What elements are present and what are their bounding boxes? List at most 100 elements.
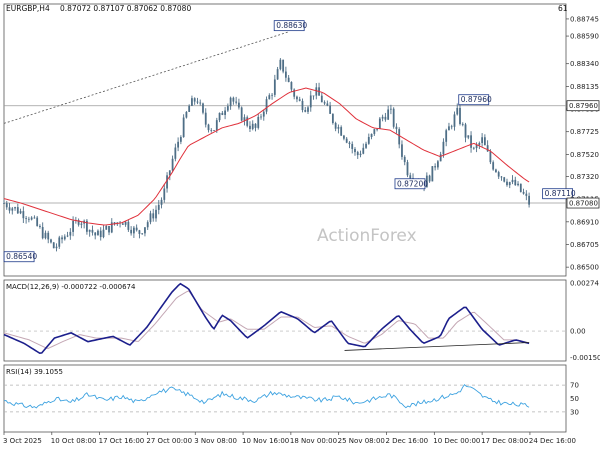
price-bar-body	[202, 103, 204, 113]
price-bar-body	[392, 108, 395, 127]
price-bar-body	[298, 99, 301, 101]
price-bar-body	[528, 195, 530, 205]
price-bar-body	[470, 135, 472, 148]
price-bar-body	[11, 208, 14, 211]
price-level-annotation: 0.88630	[273, 20, 307, 32]
price-ytick-label: 0.88745	[570, 15, 599, 23]
price-bar-body	[453, 114, 456, 127]
macd-ytick-label: -0.001505	[570, 354, 600, 362]
price-bar-body	[193, 98, 196, 102]
price-bar-body	[387, 109, 390, 120]
price-bar-body	[127, 221, 130, 230]
xtick-label: 10 Oct 08:00	[51, 437, 97, 445]
price-level-annotation: 0.86540	[3, 251, 37, 263]
price-bar-body	[97, 230, 99, 236]
price-bar-body	[406, 162, 409, 176]
price-bar-body	[27, 218, 30, 220]
price-bar-body	[44, 232, 47, 239]
price-axis-marker-box	[566, 100, 600, 112]
price-bar-body	[246, 117, 249, 126]
price-bar-body	[77, 220, 80, 225]
macd-signal-line	[3, 290, 530, 349]
price-bar-body	[456, 107, 459, 115]
price-bar-body	[331, 113, 334, 123]
price-bar-body	[55, 246, 58, 249]
price-bar-body	[58, 237, 61, 247]
price-bar-body	[163, 188, 166, 200]
price-bar-body	[381, 116, 384, 119]
price-bar-body	[475, 145, 478, 149]
price-bar-body	[309, 95, 312, 108]
price-bar-body	[351, 144, 354, 149]
price-ytick-label: 0.87520	[570, 151, 599, 159]
price-bar-body	[517, 183, 519, 186]
price-bar-body	[135, 227, 138, 231]
price-bar-body	[72, 220, 74, 232]
price-ytick-label: 0.86910	[570, 218, 599, 226]
price-bar-body	[16, 207, 19, 214]
xtick-label: 27 Oct 00:00	[146, 437, 192, 445]
price-bar-body	[243, 117, 246, 121]
price-bar-body	[329, 105, 332, 114]
xtick-label: 2 Dec 16:00	[385, 437, 428, 445]
price-bar-body	[102, 229, 105, 238]
axes-layer: 0.887450.885900.883400.881350.879300.877…	[3, 15, 600, 445]
price-bar-body	[141, 233, 144, 235]
price-bar-body	[450, 126, 453, 128]
price-axis-marker: 0.87080	[566, 197, 600, 209]
price-bar-body	[436, 161, 439, 168]
price-bar-body	[506, 181, 508, 186]
price-axis-marker-box	[566, 197, 600, 209]
price-bar-body	[395, 126, 398, 130]
price-bar-body	[378, 118, 381, 129]
price-bar-body	[149, 213, 152, 223]
price-bar-body	[174, 147, 177, 159]
price-bar-body	[287, 77, 290, 83]
price-bar-body	[188, 105, 191, 112]
price-bar-body	[166, 175, 168, 189]
price-bar-body	[63, 236, 66, 240]
price-bar-body	[489, 151, 492, 163]
annotation-box	[273, 20, 305, 32]
price-bar-body	[251, 123, 254, 129]
price-bar-body	[260, 116, 262, 118]
price-bar-body	[365, 143, 367, 148]
price-bar-body	[356, 152, 359, 156]
price-ytick-label: 0.86705	[570, 241, 599, 249]
annotation-box	[458, 94, 490, 106]
price-bar-body	[486, 145, 489, 152]
price-bar-body	[226, 106, 229, 111]
macd-trendline	[344, 342, 530, 351]
price-bar-body	[282, 59, 285, 72]
price-bar-body	[481, 137, 484, 143]
price-bar-body	[359, 153, 362, 156]
xtick-label: 18 Nov 00:00	[290, 437, 337, 445]
price-bar-body	[522, 191, 525, 194]
annotation-text: 0.87110	[545, 189, 576, 198]
price-axis-marker: 0.87960	[566, 100, 600, 112]
price-bar-body	[47, 232, 50, 240]
price-bar-body	[113, 222, 116, 225]
price-bar-body	[273, 79, 276, 95]
price-bar-body	[442, 141, 445, 155]
price-bar-body	[434, 166, 437, 168]
watermark: ActionForex	[317, 226, 417, 246]
price-bar-body	[279, 59, 282, 70]
price-bar-body	[8, 207, 11, 211]
symbol-timeframe: EURGBP,H4	[6, 4, 50, 13]
price-bar-body	[69, 231, 72, 236]
rsi-layer: RSI(14) 39.1055	[3, 368, 530, 409]
price-bar-body	[296, 96, 298, 100]
annotation-box	[3, 251, 35, 263]
price-bar-body	[94, 232, 97, 236]
price-bar-body	[121, 223, 124, 225]
price-bar-body	[367, 137, 370, 144]
price-axis-marker-text: 0.87960	[569, 102, 598, 110]
price-bar-body	[439, 154, 442, 162]
price-bar-body	[262, 111, 265, 117]
price-bar-body	[495, 169, 497, 173]
price-bar-body	[22, 211, 25, 219]
price-bar-body	[511, 179, 514, 183]
price-bar-body	[483, 137, 486, 146]
